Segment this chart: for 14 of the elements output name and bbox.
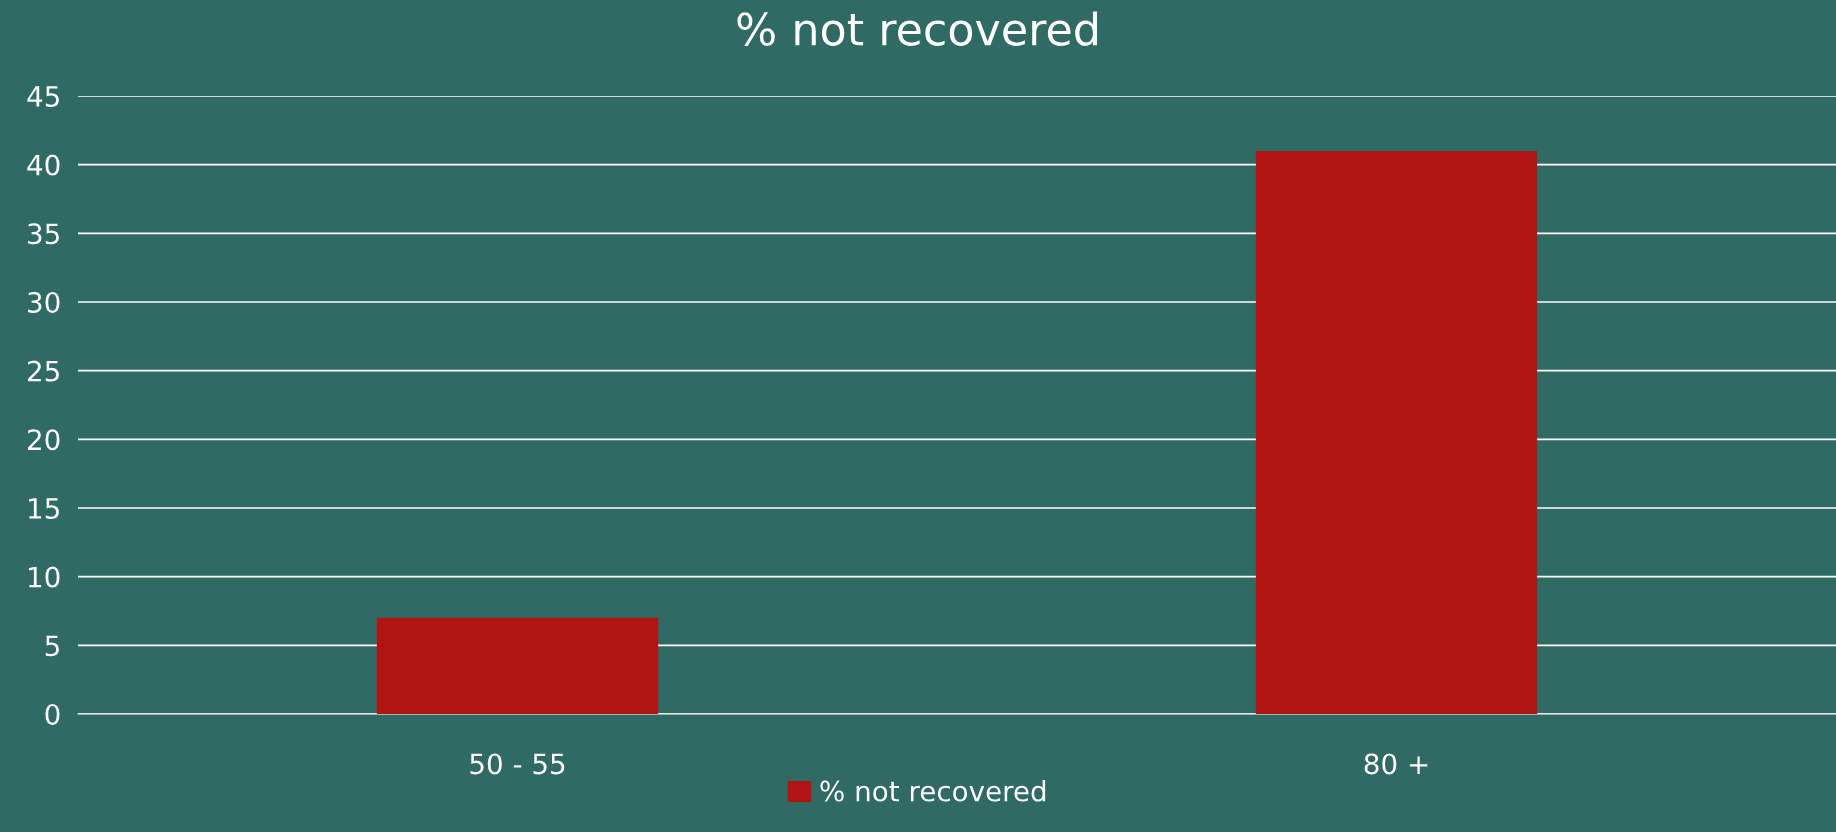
y-tick-label: 15	[29, 498, 59, 519]
y-tick-label: 25	[28, 360, 59, 382]
y-tick-label: 10	[29, 566, 60, 588]
y-tick-label: 40	[27, 154, 60, 176]
x-tick-label: 80 +	[1364, 753, 1428, 775]
y-tick-label: 30	[28, 291, 60, 313]
legend-label: % not recovered	[820, 780, 1046, 802]
y-tick-label: 35	[28, 223, 59, 245]
chart-title: % not recovered	[737, 11, 1097, 46]
y-tick-label: 5	[45, 635, 59, 657]
x-tick-label: 50 - 55	[470, 753, 565, 775]
y-tick-label: 45	[27, 86, 59, 107]
y-tick-label: 0	[45, 703, 60, 725]
y-tick-label: 20	[28, 429, 60, 451]
